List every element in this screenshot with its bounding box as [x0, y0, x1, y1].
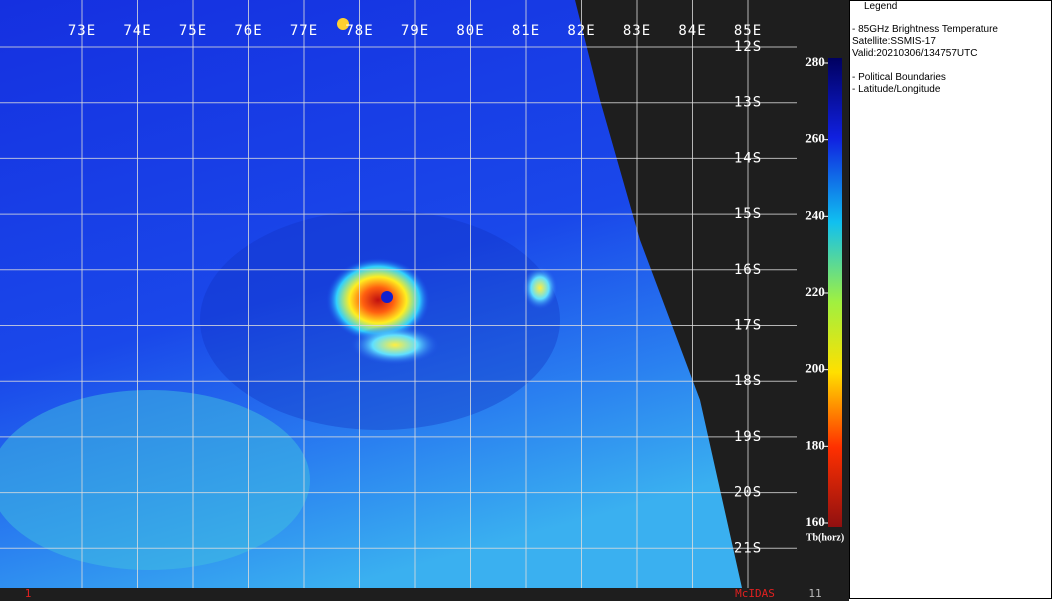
software-label: McIDAS — [735, 587, 775, 600]
latitude-label: 19S — [734, 429, 762, 445]
longitude-label: 76E — [234, 23, 262, 39]
storm — [326, 258, 430, 342]
frame-count: 11 — [808, 587, 821, 600]
longitude-label: 74E — [123, 23, 151, 39]
panel-edge — [838, 0, 849, 601]
latitude-label: 21S — [734, 540, 762, 556]
latitude-label: 15S — [734, 206, 762, 222]
legend-item: Satellite:SSMIS-17 — [852, 36, 936, 47]
cloud — [522, 266, 558, 310]
colorbar-tick-label: 240 — [805, 207, 825, 222]
longitude-label: 81E — [512, 23, 540, 39]
colorbar-label: Tb(horz) — [806, 532, 844, 543]
longitude-label: 84E — [678, 23, 706, 39]
longitude-label: 79E — [401, 23, 429, 39]
legend-item: - 85GHz Brightness Temperature — [852, 24, 998, 35]
satellite-map: 73E 74E 75E 76E 77E 78E 79E 80E 81E 82E 83E 84E 85E1… — [0, 0, 849, 601]
longitude-label: 77E — [290, 23, 318, 39]
colorbar-tick-label: 200 — [805, 361, 825, 376]
colorbar-tick-label: 260 — [805, 131, 825, 146]
longitude-label: 75E — [179, 23, 207, 39]
colorbar-tick-label: 280 — [805, 54, 825, 69]
latitude-label: 14S — [734, 150, 762, 166]
no-data-region — [575, 0, 838, 588]
colorbar-tick-label: 180 — [805, 437, 825, 452]
colorbar-tick-label: 160 — [805, 514, 825, 529]
legend-item: - Latitude/Longitude — [852, 84, 941, 95]
legend-item: Valid:20210306/134757UTC — [852, 48, 978, 59]
longitude-label: 85E — [734, 23, 762, 39]
legend-panel: Legend - 85GHz Brightness Temperature Sa… — [849, 0, 1052, 599]
cloud — [0, 390, 310, 570]
latitude-label: 12S — [734, 39, 762, 55]
storm-band — [350, 325, 440, 365]
latitude-label: 13S — [734, 95, 762, 111]
latitude-label: 17S — [734, 318, 762, 334]
storm-eye — [381, 291, 393, 303]
legend-item: - Political Boundaries — [852, 72, 946, 83]
latitude-label: 18S — [734, 373, 762, 389]
colorbar — [828, 58, 842, 527]
longitude-label: 83E — [623, 23, 651, 39]
cloud — [337, 18, 349, 30]
latitude-label: 16S — [734, 262, 762, 278]
latitude-label: 20S — [734, 485, 762, 501]
longitude-label: 78E — [345, 23, 373, 39]
colorbar-tick-label: 220 — [805, 284, 825, 299]
legend-title: Legend — [864, 1, 898, 12]
longitude-label: 82E — [567, 23, 595, 39]
frame-number: 1 — [25, 587, 32, 600]
longitude-label: 73E — [68, 23, 96, 39]
longitude-label: 80E — [456, 23, 484, 39]
status-bar — [0, 588, 849, 601]
